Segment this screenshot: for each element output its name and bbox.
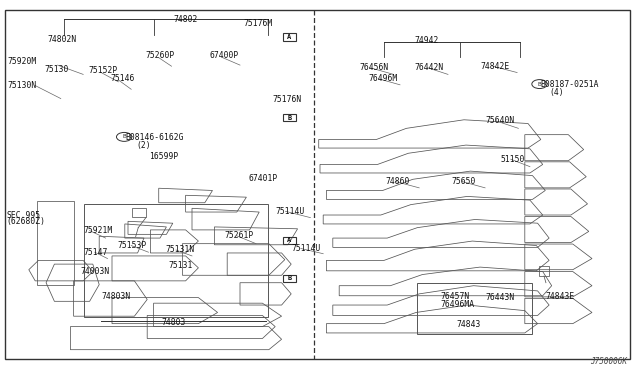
Text: 75920M: 75920M — [8, 57, 37, 66]
Text: 76456N: 76456N — [360, 63, 389, 72]
Text: 75146: 75146 — [110, 74, 134, 83]
Text: B08146-6162G: B08146-6162G — [125, 133, 184, 142]
Text: 75131: 75131 — [168, 261, 193, 270]
Text: B: B — [287, 275, 291, 281]
Text: 75147: 75147 — [83, 248, 108, 257]
Text: 76457N: 76457N — [440, 292, 470, 301]
Text: 76496MA: 76496MA — [440, 300, 474, 309]
Text: 75131N: 75131N — [165, 246, 195, 254]
Text: 74860: 74860 — [385, 177, 410, 186]
Text: (4): (4) — [549, 88, 564, 97]
Text: A: A — [287, 237, 291, 243]
Text: 75114U: 75114U — [291, 244, 321, 253]
Text: 75176N: 75176N — [272, 95, 301, 104]
Text: A: A — [287, 34, 291, 40]
Text: B08187-0251A: B08187-0251A — [541, 80, 599, 89]
Text: 74003N: 74003N — [80, 267, 109, 276]
Bar — [283, 237, 296, 244]
Text: 75130N: 75130N — [8, 81, 37, 90]
Text: 75261P: 75261P — [224, 231, 253, 240]
Text: 74802: 74802 — [173, 15, 198, 24]
Text: 76443N: 76443N — [485, 293, 515, 302]
Text: 76496M: 76496M — [368, 74, 397, 83]
Text: J750006K: J750006K — [590, 357, 627, 366]
Text: (62680Z): (62680Z) — [6, 217, 45, 226]
Text: B: B — [538, 81, 541, 87]
Bar — [132, 208, 146, 217]
Bar — [417, 283, 532, 334]
Text: 74803N: 74803N — [101, 292, 131, 301]
Bar — [283, 114, 296, 121]
Bar — [283, 33, 296, 41]
Bar — [84, 204, 268, 317]
Text: B: B — [287, 115, 291, 121]
Text: 74842E: 74842E — [480, 62, 509, 71]
Text: 16599P: 16599P — [149, 152, 179, 161]
Text: 74942: 74942 — [415, 36, 439, 45]
Text: 67400P: 67400P — [210, 51, 239, 60]
Text: 75153P: 75153P — [117, 241, 147, 250]
Text: 75114U: 75114U — [275, 207, 305, 216]
Text: 75650: 75650 — [452, 177, 476, 186]
Bar — [539, 266, 549, 276]
Text: 75260P: 75260P — [146, 51, 175, 60]
Text: 75921M: 75921M — [83, 226, 113, 235]
Text: 74802N: 74802N — [47, 35, 77, 44]
Text: 67401P: 67401P — [248, 174, 278, 183]
Bar — [283, 275, 296, 282]
Text: 75176M: 75176M — [243, 19, 273, 28]
Text: B: B — [122, 134, 126, 140]
Text: 51150: 51150 — [500, 155, 525, 164]
Text: 75640N: 75640N — [485, 116, 515, 125]
Text: 74843E: 74843E — [545, 292, 575, 301]
Text: 74843: 74843 — [456, 320, 481, 329]
Text: 75130: 75130 — [45, 65, 69, 74]
Text: (2): (2) — [136, 141, 151, 150]
Text: 75152P: 75152P — [88, 66, 118, 75]
Text: 74803: 74803 — [162, 318, 186, 327]
Text: SEC.995: SEC.995 — [6, 211, 40, 219]
Text: 76442N: 76442N — [415, 63, 444, 72]
